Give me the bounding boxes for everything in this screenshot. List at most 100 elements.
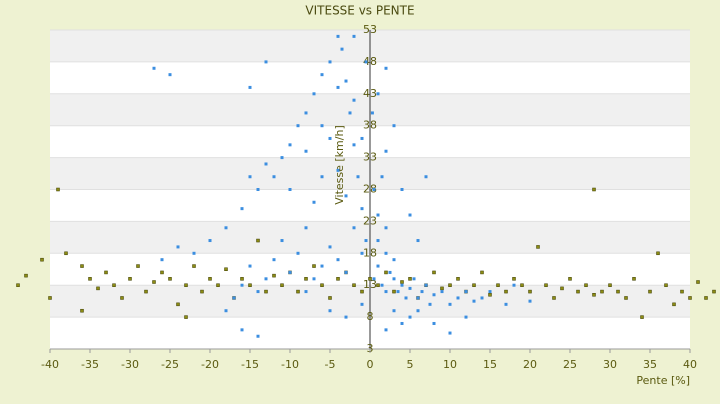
point: [312, 200, 316, 204]
point: [136, 264, 140, 268]
point: [632, 277, 636, 281]
point: [280, 239, 284, 243]
point: [336, 168, 340, 172]
point: [368, 277, 372, 281]
point: [480, 270, 484, 275]
point: [448, 302, 452, 306]
point: [600, 289, 604, 294]
point: [272, 273, 276, 278]
point: [352, 226, 356, 230]
point: [488, 290, 492, 294]
point: [320, 264, 324, 268]
point: [320, 175, 324, 179]
point: [384, 149, 388, 153]
point: [304, 226, 308, 230]
point: [40, 257, 44, 262]
point: [320, 283, 324, 287]
point: [400, 280, 404, 284]
point: [336, 258, 340, 262]
point: [344, 194, 348, 198]
point: [372, 277, 376, 281]
point: [320, 124, 324, 128]
point: [240, 283, 244, 287]
point: [568, 277, 572, 281]
point: [240, 328, 244, 332]
point: [370, 111, 374, 115]
point: [256, 238, 260, 243]
point: [384, 251, 388, 255]
point: [488, 293, 492, 297]
point: [352, 143, 356, 147]
point: [160, 258, 164, 262]
point: [608, 283, 612, 287]
point: [448, 331, 452, 335]
x-tick-label: 30: [603, 358, 617, 371]
point: [472, 299, 476, 303]
point: [176, 302, 180, 307]
point: [404, 296, 408, 300]
point: [440, 290, 444, 294]
point: [168, 73, 172, 77]
point: [584, 283, 588, 287]
point: [48, 296, 52, 300]
point: [396, 290, 400, 294]
point: [256, 334, 260, 338]
x-tick-label: -5: [325, 358, 336, 371]
y-tick-label: 18: [363, 246, 377, 259]
point: [304, 290, 308, 294]
x-axis-title: Pente [%]: [636, 374, 690, 387]
point: [312, 277, 316, 281]
point: [320, 73, 324, 77]
point: [392, 309, 396, 313]
point: [152, 66, 156, 70]
y-tick-label: 28: [363, 183, 377, 196]
point: [192, 251, 196, 255]
point: [432, 270, 436, 275]
point: [392, 289, 396, 294]
point: [384, 290, 388, 294]
point: [552, 296, 556, 300]
point: [296, 251, 300, 255]
point: [360, 251, 364, 255]
y-tick-label: 3: [367, 342, 374, 355]
point: [208, 239, 212, 243]
x-tick-label: 5: [407, 358, 414, 371]
point: [336, 277, 340, 281]
point: [388, 270, 392, 274]
point: [80, 308, 84, 313]
point: [248, 283, 252, 287]
x-tick-label: 35: [643, 358, 657, 371]
point: [456, 296, 460, 300]
point: [464, 290, 468, 294]
point: [624, 296, 628, 300]
point: [232, 296, 236, 300]
point: [288, 188, 292, 191]
x-tick-label: -35: [81, 358, 99, 371]
point: [688, 296, 692, 300]
point: [356, 175, 360, 179]
point: [360, 207, 364, 211]
point: [304, 277, 308, 281]
point: [112, 283, 116, 287]
point: [176, 245, 180, 249]
point: [328, 60, 332, 64]
point: [256, 188, 260, 191]
point: [648, 289, 652, 294]
point: [104, 270, 108, 275]
point: [348, 111, 352, 115]
point: [88, 277, 92, 281]
point: [248, 175, 252, 179]
point: [328, 296, 332, 300]
point: [96, 286, 100, 291]
point: [592, 187, 596, 192]
point: [344, 79, 348, 83]
x-tick-label: -40: [41, 358, 59, 371]
point: [272, 258, 276, 262]
point: [640, 315, 644, 319]
point: [168, 277, 172, 281]
point: [272, 175, 276, 179]
x-tick-label: 20: [523, 358, 537, 371]
y-tick-label: 48: [363, 55, 377, 68]
